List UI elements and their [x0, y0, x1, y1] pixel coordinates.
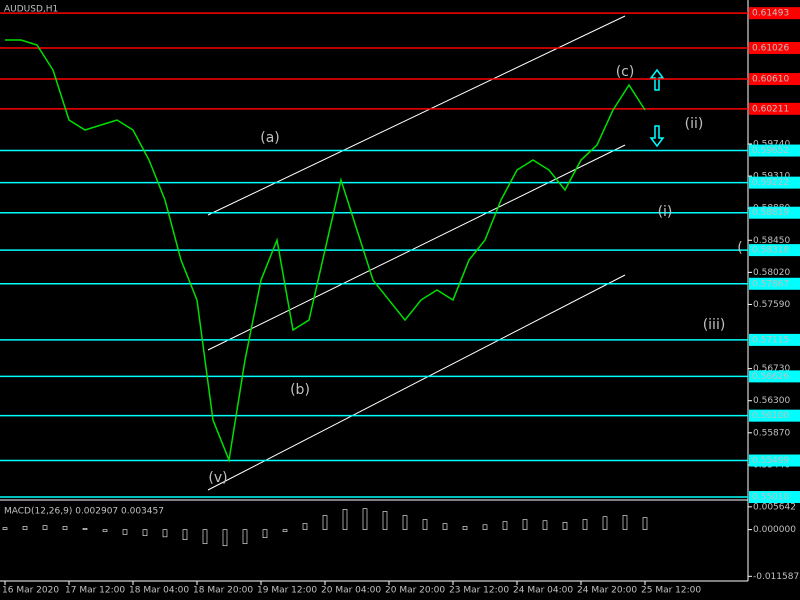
- macd-bar: [162, 529, 168, 538]
- macd-bar: [482, 524, 488, 530]
- macd-bar: [2, 527, 8, 530]
- level-label: 0.57867: [752, 279, 789, 289]
- macd-bar: [582, 519, 588, 530]
- wave-label: (ii): [685, 116, 704, 132]
- macd-bar: [462, 526, 468, 530]
- y-tick-label: 0.56730: [753, 364, 790, 374]
- level-label-box: [749, 73, 800, 86]
- macd-bar: [602, 516, 608, 530]
- level-label-box: [749, 244, 800, 257]
- channel-line: [207, 274, 626, 491]
- wave-label: (a): [260, 130, 280, 146]
- macd-bar: [422, 519, 428, 530]
- level-label-box: [749, 102, 800, 115]
- level-label: 0.58819: [752, 208, 789, 218]
- level-label-box: [749, 176, 800, 189]
- x-tick-label: 20 Mar 20:00: [385, 586, 445, 596]
- macd-bar: [62, 526, 68, 530]
- macd-bar: [222, 529, 228, 547]
- x-tick-label: 25 Mar 12:00: [641, 586, 701, 596]
- macd-bar: [202, 529, 208, 545]
- macd-bar: [542, 520, 548, 530]
- level-label: 0.60211: [752, 104, 789, 114]
- y-tick-label: 0.58450: [753, 236, 790, 246]
- wave-label: (b): [290, 382, 310, 398]
- x-tick-label: 16 Mar 2020: [2, 586, 59, 596]
- level-label: 0.59652: [752, 146, 789, 156]
- y-tick-label: 0.57590: [753, 300, 790, 310]
- macd-bar: [102, 529, 108, 532]
- level-label: 0.55010: [752, 493, 789, 503]
- level-label: 0.56626: [752, 372, 789, 382]
- y-tick-label: -0.011587: [753, 572, 799, 582]
- macd-bar: [362, 508, 368, 530]
- macd-bar: [302, 523, 308, 530]
- macd-bar: [242, 529, 248, 545]
- y-tick-label: 0.58020: [753, 268, 790, 278]
- y-tick-label: 0.005642: [753, 502, 796, 512]
- macd-bar: [562, 522, 568, 530]
- macd-bar: [142, 529, 148, 536]
- macd-bar: [262, 529, 268, 538]
- macd-bar: [22, 526, 28, 530]
- y-tick-label: 0.59740: [753, 139, 790, 149]
- level-label-box: [749, 454, 800, 467]
- level-label-box: [749, 144, 800, 157]
- level-label: 0.61026: [752, 43, 789, 53]
- macd-title: MACD(12,26,9) 0.002907 0.003457: [4, 507, 164, 517]
- wave-label: (i): [658, 204, 673, 220]
- macd-bar: [502, 521, 508, 530]
- down-arrow: [649, 125, 665, 148]
- macd-bar: [522, 519, 528, 530]
- macd-bar: [122, 529, 128, 535]
- y-tick-label: 0.56300: [753, 396, 790, 406]
- level-label: 0.61493: [752, 9, 789, 19]
- x-tick-label: 19 Mar 12:00: [257, 586, 317, 596]
- macd-bar: [82, 528, 88, 530]
- level-label-box: [749, 333, 800, 346]
- level-label: 0.58318: [752, 246, 789, 256]
- wave-label: (v): [208, 470, 227, 486]
- level-label: 0.55499: [752, 456, 789, 466]
- y-tick-label: 0.59310: [753, 172, 790, 182]
- macd-bar: [402, 515, 408, 530]
- wave-label: (iii): [703, 317, 726, 333]
- level-label-box: [749, 7, 800, 20]
- x-tick-label: 24 Mar 04:00: [513, 586, 573, 596]
- macd-bar: [642, 517, 648, 530]
- macd-bar: [282, 529, 288, 532]
- channel-line: [207, 15, 626, 216]
- level-label-box: [749, 41, 800, 54]
- macd-bar: [342, 509, 348, 530]
- level-label: 0.56100: [752, 411, 789, 421]
- up-arrow: [649, 68, 665, 91]
- level-label-box: [749, 370, 800, 383]
- x-tick-label: 17 Mar 12:00: [65, 586, 125, 596]
- x-tick-label: 24 Mar 20:00: [577, 586, 637, 596]
- price-line: [5, 39, 646, 463]
- wave-label: (: [737, 240, 742, 256]
- macd-bar: [42, 525, 48, 530]
- macd-bar: [182, 529, 188, 540]
- y-tick-label: 0.000000: [753, 525, 796, 535]
- level-label: 0.59222: [752, 178, 789, 188]
- level-label-box: [749, 491, 800, 504]
- macd-bar: [322, 515, 328, 530]
- level-label-box: [749, 277, 800, 290]
- wave-label: (c): [616, 64, 635, 80]
- x-tick-label: 20 Mar 04:00: [321, 586, 381, 596]
- macd-bar: [622, 515, 628, 530]
- x-tick-label: 23 Mar 12:00: [449, 586, 509, 596]
- level-label: 0.60610: [752, 75, 789, 85]
- x-tick-label: 18 Mar 20:00: [193, 586, 253, 596]
- level-label-box: [749, 206, 800, 219]
- y-tick-label: 0.55870: [753, 428, 790, 438]
- symbol-title: AUDUSD,H1: [4, 5, 58, 15]
- macd-bar: [442, 523, 448, 530]
- level-label: 0.57115: [752, 335, 789, 345]
- level-label-box: [749, 409, 800, 422]
- macd-bar: [382, 511, 388, 530]
- x-tick-label: 18 Mar 04:00: [129, 586, 189, 596]
